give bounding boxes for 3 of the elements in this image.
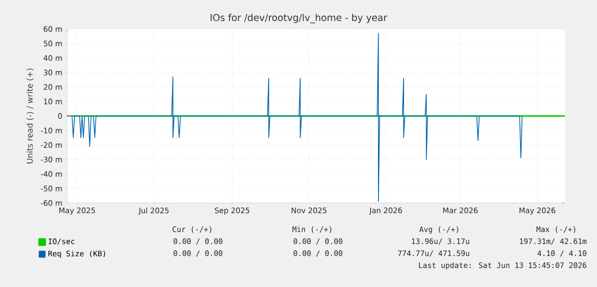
y-axis-title: Units read (-) / write (+) — [26, 68, 34, 164]
chart-title: IOs for /dev/rootvg/lv_home - by year — [210, 14, 388, 24]
line-series — [72, 32, 523, 202]
